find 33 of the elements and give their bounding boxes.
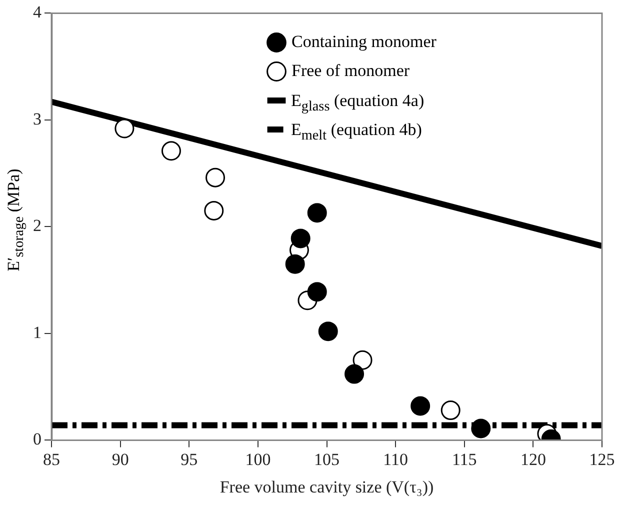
point (285, 254, 305, 274)
x-tick-label: 85 (43, 450, 60, 469)
legend-label: Containing monomer (292, 32, 437, 51)
y-tick-label: 3 (33, 109, 42, 128)
y-tick-label: 2 (33, 216, 42, 236)
point (410, 396, 430, 416)
x-tick-label: 90 (112, 450, 129, 469)
point (307, 282, 327, 302)
x-tick-label: 105 (314, 450, 340, 469)
x-tick-label: 125 (589, 450, 615, 469)
x-tick-label: 115 (452, 450, 477, 469)
legend-label: E$_{glass}$ (equation 4a) (291, 90, 424, 116)
y-tick-label: 1 (33, 322, 42, 342)
y-tick-label: 0 (33, 430, 42, 449)
y-tick-label: 4 (33, 2, 42, 22)
point (471, 418, 491, 438)
point (114, 118, 134, 138)
point (307, 203, 327, 223)
x-tick-label: 100 (245, 450, 271, 469)
point (344, 364, 364, 384)
point (352, 350, 372, 370)
legend-label: E$_{melt}$ (equation 4b) (291, 120, 422, 145)
point (290, 228, 310, 248)
x-axis-title: Free volume cavity size (V(τ₃)) (220, 477, 434, 496)
point (318, 322, 338, 342)
x-tick-label: 120 (520, 450, 546, 469)
point (161, 141, 181, 161)
point (440, 400, 460, 420)
point (204, 200, 224, 220)
legend-label: Free of monomer (292, 60, 410, 80)
x-tick-label: 110 (383, 450, 408, 469)
point (206, 168, 226, 188)
x-tick-label: 95 (180, 450, 198, 469)
